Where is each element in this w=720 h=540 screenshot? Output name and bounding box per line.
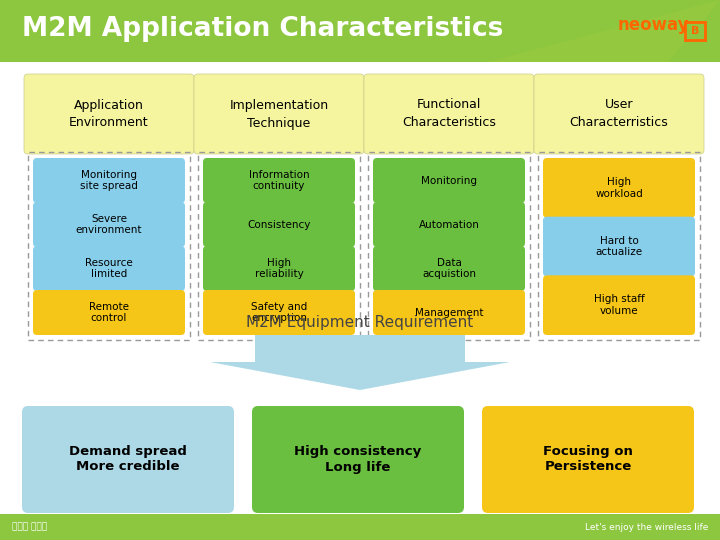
FancyBboxPatch shape xyxy=(543,275,695,335)
Text: Demand spread
More credible: Demand spread More credible xyxy=(69,446,187,474)
Text: Monitoring: Monitoring xyxy=(421,176,477,186)
Text: User: User xyxy=(605,98,634,111)
Text: Characterristics: Characterristics xyxy=(570,117,668,130)
FancyBboxPatch shape xyxy=(252,406,464,513)
Text: Characteristics: Characteristics xyxy=(402,117,496,130)
Text: High
reliability: High reliability xyxy=(255,258,303,279)
Text: High
workload: High workload xyxy=(595,177,643,199)
FancyBboxPatch shape xyxy=(373,290,525,335)
Text: Implementation: Implementation xyxy=(230,98,328,111)
Text: Let's enjoy the wireless life: Let's enjoy the wireless life xyxy=(585,523,708,531)
FancyBboxPatch shape xyxy=(33,290,185,335)
Bar xyxy=(368,152,530,340)
Text: M2M Application Characteristics: M2M Application Characteristics xyxy=(22,16,503,42)
Wedge shape xyxy=(411,0,720,245)
FancyBboxPatch shape xyxy=(373,158,525,203)
FancyBboxPatch shape xyxy=(194,74,364,154)
Bar xyxy=(0,62,720,514)
FancyBboxPatch shape xyxy=(373,246,525,291)
Text: Application: Application xyxy=(74,98,144,111)
Text: Severe
environment: Severe environment xyxy=(76,214,143,235)
FancyBboxPatch shape xyxy=(33,246,185,291)
Text: Monitoring
site spread: Monitoring site spread xyxy=(80,170,138,191)
Text: Hard to
actualize: Hard to actualize xyxy=(595,235,642,257)
Text: Environment: Environment xyxy=(69,117,149,130)
FancyBboxPatch shape xyxy=(22,406,234,513)
Text: Focusing on
Persistence: Focusing on Persistence xyxy=(543,446,633,474)
Bar xyxy=(198,152,360,340)
FancyBboxPatch shape xyxy=(203,158,355,203)
FancyBboxPatch shape xyxy=(203,202,355,247)
Bar xyxy=(0,514,720,540)
Text: Data
acquistion: Data acquistion xyxy=(422,258,476,279)
FancyBboxPatch shape xyxy=(33,202,185,247)
FancyBboxPatch shape xyxy=(534,74,704,154)
Text: Management: Management xyxy=(415,307,483,318)
Text: Resource
limited: Resource limited xyxy=(85,258,133,279)
FancyBboxPatch shape xyxy=(482,406,694,513)
FancyBboxPatch shape xyxy=(373,202,525,247)
Text: Remote
control: Remote control xyxy=(89,302,129,323)
Text: B: B xyxy=(690,26,699,36)
Text: M2M Equipment Requirement: M2M Equipment Requirement xyxy=(246,314,474,329)
Text: Automation: Automation xyxy=(418,219,480,230)
Bar xyxy=(685,22,705,40)
Text: High consistency
Long life: High consistency Long life xyxy=(294,446,422,474)
Text: Functional: Functional xyxy=(417,98,481,111)
FancyBboxPatch shape xyxy=(543,158,695,218)
FancyBboxPatch shape xyxy=(24,74,194,154)
Bar xyxy=(28,152,190,340)
FancyBboxPatch shape xyxy=(203,246,355,291)
Bar xyxy=(538,152,700,340)
Text: Consistency: Consistency xyxy=(247,219,311,230)
Text: High staff
volume: High staff volume xyxy=(593,294,644,316)
FancyBboxPatch shape xyxy=(203,290,355,335)
Text: 有无限 万种彩: 有无限 万种彩 xyxy=(12,523,47,531)
Text: Technique: Technique xyxy=(248,117,310,130)
Bar xyxy=(0,0,720,62)
Text: Information
continuity: Information continuity xyxy=(248,170,310,191)
Text: neoway: neoway xyxy=(618,16,690,34)
FancyBboxPatch shape xyxy=(364,74,534,154)
FancyBboxPatch shape xyxy=(543,217,695,276)
Text: Safety and
encryption: Safety and encryption xyxy=(251,302,307,323)
Polygon shape xyxy=(210,335,510,390)
FancyBboxPatch shape xyxy=(33,158,185,203)
